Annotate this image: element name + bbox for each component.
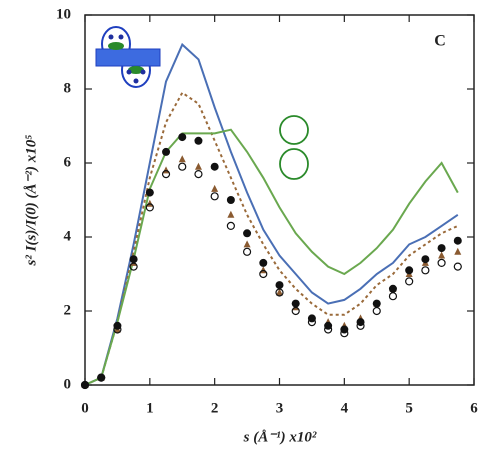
y-tick-label: 8 [64,80,72,96]
marker [146,199,154,207]
marker [162,147,171,156]
y-tick-label: 4 [64,228,72,244]
marker [226,221,235,230]
x-tick-label: 4 [341,400,349,416]
marker [178,133,187,142]
marker [372,299,381,308]
marker [210,192,219,201]
marker [356,318,365,327]
marker [437,258,446,267]
x-tick-label: 2 [211,400,219,416]
x-tick-label: 1 [146,400,154,416]
marker [178,155,186,163]
marker [275,281,284,290]
marker [145,203,154,212]
y-axis-label: s² I(s)/I(0) (Å⁻²) x10⁵ [23,135,39,267]
marker [210,162,219,171]
marker [161,170,171,179]
icon-blue [95,26,161,88]
marker [454,247,462,255]
y-tick-label: 10 [56,6,71,22]
marker [291,299,300,308]
marker [227,210,235,218]
marker [405,277,414,286]
marker [243,240,251,248]
x-tick-label: 6 [470,400,478,416]
marker [453,262,462,271]
marker [259,269,268,279]
y-tick-label: 0 [64,376,72,392]
panel-label: C [434,33,446,50]
marker [81,381,89,389]
marker [129,255,138,264]
marker [388,292,398,301]
marker [194,136,203,145]
marker [438,251,446,259]
series-line [84,42,459,386]
marker [242,247,252,256]
marker [162,166,170,174]
y-tick-label: 6 [64,154,72,170]
marker [145,188,154,197]
marker [194,170,203,179]
marker [243,229,252,238]
marker [405,266,414,275]
marker [178,162,187,171]
marker [388,284,397,293]
marker [211,184,219,192]
series-line [84,91,459,386]
icon-green [279,115,309,180]
marker [113,321,122,330]
marker [437,244,446,253]
marker [324,321,333,330]
marker [421,255,430,264]
marker [372,306,381,316]
x-tick-label: 5 [405,400,413,416]
x-axis-label: s (Å⁻¹) x10² [243,429,317,445]
marker [194,162,202,170]
marker [259,258,268,267]
marker [276,288,283,296]
marker [340,325,349,334]
marker [421,266,430,275]
marker [226,196,235,204]
x-tick-label: 3 [276,400,284,416]
marker [97,373,106,382]
series-line [84,128,459,386]
marker [259,266,267,274]
y-tick-label: 2 [64,302,72,318]
marker [453,236,462,245]
marker [307,314,316,323]
x-tick-label: 0 [81,400,89,416]
